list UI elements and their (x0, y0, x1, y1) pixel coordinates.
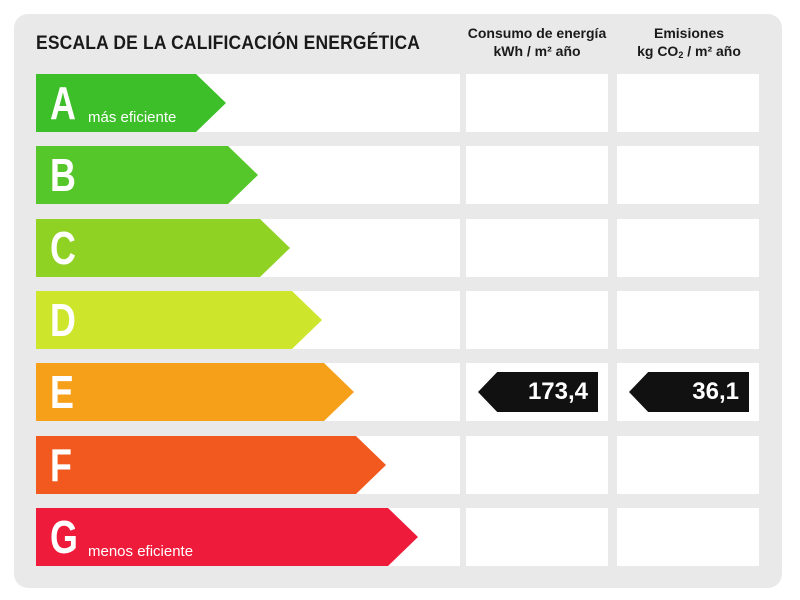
rating-bar-e: E (36, 363, 354, 421)
rating-letter: C (50, 222, 76, 274)
emisiones-header-line2: kg CO2 / m² año (637, 43, 741, 60)
consumo-value-indicator: 173,4 (478, 372, 598, 412)
consumo-value: 173,4 (527, 378, 588, 405)
rating-letter: D (50, 294, 76, 346)
consumo-cell-f (466, 436, 608, 494)
consumo-cell-g (466, 508, 608, 566)
emisiones-cell-e: 36,1 (617, 363, 759, 421)
consumo-header-line1: Consumo de energía (467, 25, 607, 41)
emisiones-header-line1: Emisiones (653, 25, 725, 41)
rating-row-c: C (36, 219, 460, 277)
rating-bar-d: D (36, 291, 322, 349)
consumo-cell-d (466, 291, 608, 349)
rating-row-d: D (36, 291, 460, 349)
rating-subtitle: más eficiente (88, 109, 177, 126)
emisiones-cell-b (617, 146, 759, 204)
emisiones-column-header: Emisiones kg CO2 / m² año (614, 24, 764, 64)
emisiones-value: 36,1 (692, 378, 739, 405)
emisiones-cell-a (617, 74, 759, 132)
emisiones-cell-g (617, 508, 759, 566)
consumo-header-line2: kWh / m² año (493, 43, 581, 59)
emisiones-cell-c (617, 219, 759, 277)
consumo-cell-e: 173,4 (466, 363, 608, 421)
rating-letter: G (50, 511, 78, 563)
emisiones-value-indicator: 36,1 (629, 372, 749, 412)
rating-subtitle: menos eficiente (88, 543, 194, 560)
rating-bar-c: C (36, 219, 290, 277)
rating-letter: B (50, 149, 76, 201)
consumo-cell-b (466, 146, 608, 204)
rating-letter: A (50, 77, 76, 129)
rating-row-b: B (36, 146, 460, 204)
emisiones-cell-f (617, 436, 759, 494)
consumo-cell-c (466, 219, 608, 277)
rating-bar-f: F (36, 436, 386, 494)
rating-letter: F (50, 439, 72, 491)
rating-row-e: E (36, 363, 460, 421)
rating-bar-b: B (36, 146, 258, 204)
rating-row-f: F (36, 436, 460, 494)
label-title: ESCALA DE LA CALIFICACIÓN ENERGÉTICA (36, 33, 421, 54)
rating-letter: E (50, 366, 74, 418)
consumo-column-header: Consumo de energía kWh / m² año (462, 24, 612, 60)
emisiones-cell-d (617, 291, 759, 349)
consumo-cell-a (466, 74, 608, 132)
